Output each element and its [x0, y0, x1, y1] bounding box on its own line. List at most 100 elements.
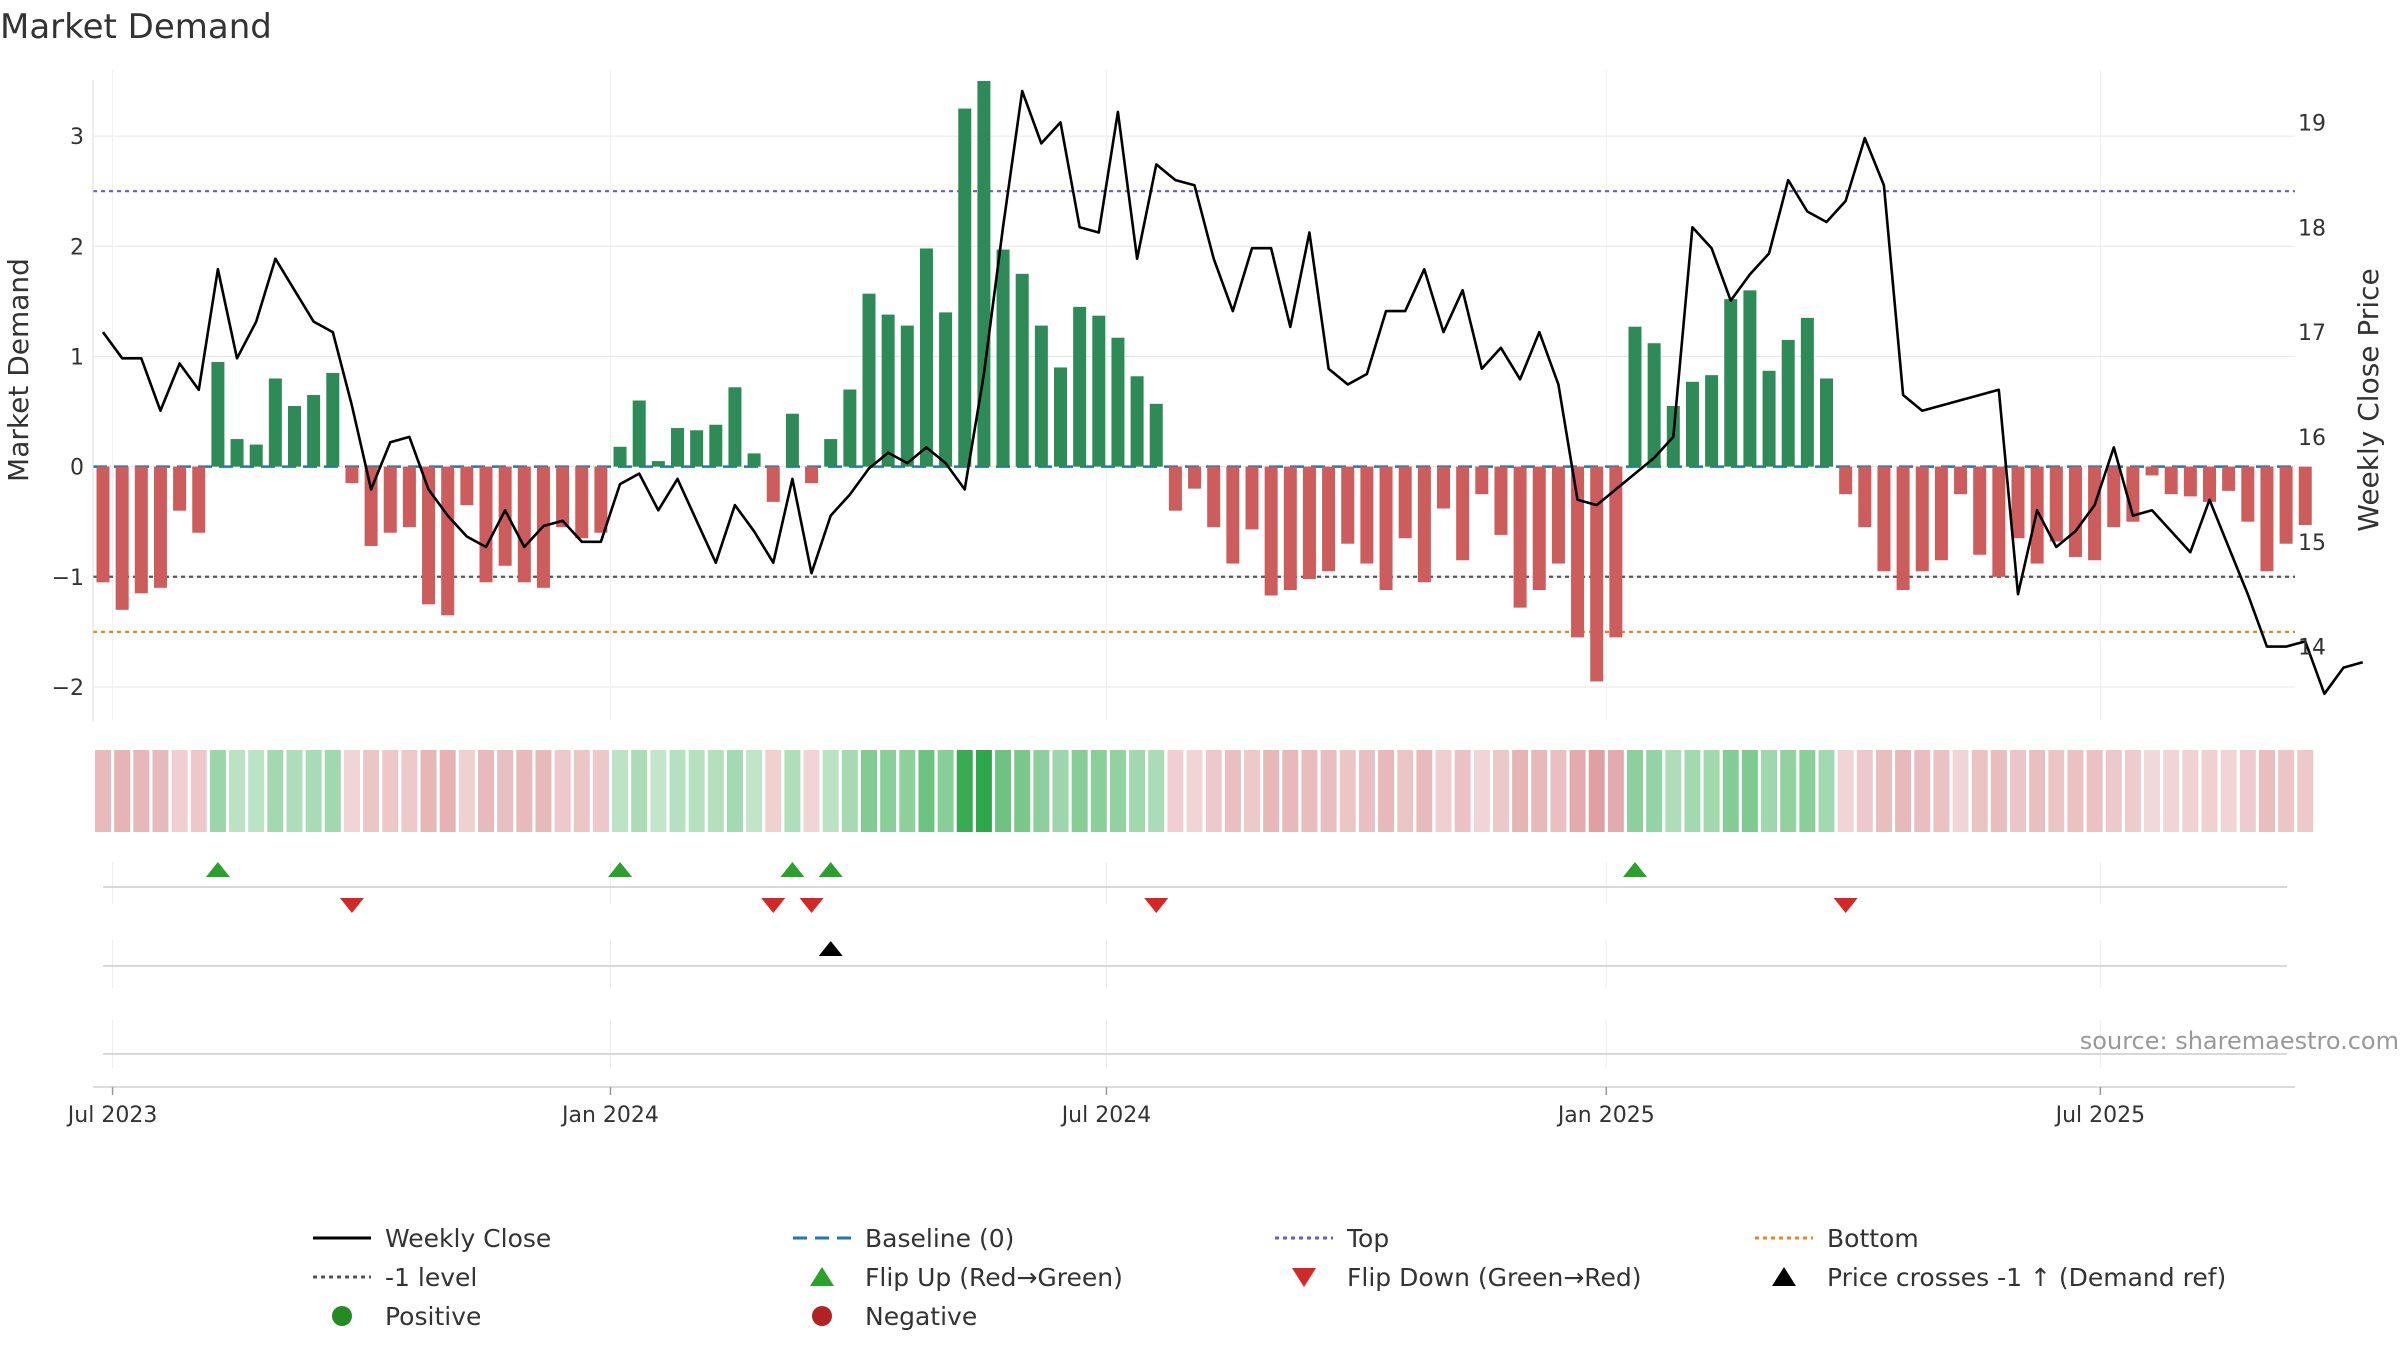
legend-label: Price crosses -1 ↑ (Demand ref)	[1827, 1263, 2226, 1292]
source-label: source: sharemaestro.com	[2080, 1027, 2399, 1055]
heat-cell	[995, 750, 1012, 832]
demand-bar	[958, 108, 972, 467]
heat-cell	[1933, 750, 1950, 832]
price-cross-marker	[818, 941, 843, 956]
heat-cell	[1416, 750, 1433, 832]
legend-symbol-triangle-up	[810, 1267, 834, 1286]
heat-cell	[1014, 750, 1031, 832]
heat-cell	[899, 750, 916, 832]
heat-cell	[2278, 750, 2295, 832]
demand-bar	[153, 466, 167, 588]
demand-bar	[192, 466, 206, 533]
heat-cell	[420, 750, 437, 832]
right-tick-label: 15	[2298, 531, 2326, 556]
heat-cell	[286, 750, 303, 832]
demand-bar	[1820, 378, 1833, 467]
heat-cell	[2220, 750, 2237, 832]
price-cross-panel	[103, 940, 2287, 988]
heat-cell	[1205, 750, 1222, 832]
demand-bar	[709, 424, 723, 467]
demand-bar	[1647, 343, 1661, 467]
heat-cell	[1607, 750, 1624, 832]
heat-cell	[841, 750, 858, 832]
demand-bar	[1494, 466, 1508, 535]
demand-bar	[422, 466, 436, 605]
demand-bar	[1590, 466, 1604, 682]
main-plot-grid	[93, 70, 2295, 720]
flip-up-marker	[818, 862, 843, 877]
legend-label: Weekly Close	[385, 1224, 551, 1253]
demand-bar	[1973, 466, 1987, 555]
demand-bar	[1915, 466, 1929, 572]
demand-bar	[2011, 466, 2025, 539]
heat-cell	[516, 750, 533, 832]
demand-bar	[441, 466, 455, 616]
demand-bar	[1954, 466, 1968, 495]
chart-title: Market Demand	[0, 7, 272, 47]
heat-cell	[1358, 750, 1375, 832]
heat-cell	[1952, 750, 1969, 832]
x-tick-label: Jan 2025	[1556, 1103, 1655, 1128]
heat-cell	[209, 750, 226, 832]
demand-bar	[1264, 466, 1278, 596]
demand-bar	[1781, 339, 1795, 467]
demand-bar	[1877, 466, 1891, 572]
heat-cell	[1971, 750, 1988, 832]
demand-bar	[671, 428, 684, 467]
demand-bar	[1858, 466, 1872, 528]
heat-cell	[1895, 750, 1912, 832]
heat-cell	[746, 750, 763, 832]
flip-up-marker	[205, 862, 230, 877]
left-tick-label: 0	[70, 456, 84, 481]
heat-cell	[1473, 750, 1490, 832]
heat-cell	[1875, 750, 1892, 832]
heat-cell	[2086, 750, 2103, 832]
left-tick-label: 2	[70, 235, 84, 260]
right-axis-title: Weekly Close Price	[2352, 268, 2385, 531]
legend-symbol-triangle-up	[1772, 1267, 1796, 1286]
heat-cell	[1109, 750, 1126, 832]
left-axis-title: Market Demand	[2, 258, 35, 482]
legend-item: Top	[1275, 1224, 1389, 1253]
demand-bar	[1015, 273, 1029, 467]
heat-cell	[1627, 750, 1643, 832]
demand-bar	[594, 466, 608, 533]
demand-bar	[1149, 403, 1163, 467]
demand-bar	[1513, 466, 1527, 608]
left-tick-label: −2	[52, 676, 84, 701]
heat-cell	[2182, 750, 2199, 832]
heat-cell	[1244, 750, 1260, 832]
heat-cell	[229, 750, 246, 832]
heat-cell	[1818, 750, 1835, 832]
demand-bar	[1705, 375, 1719, 467]
heat-cell	[612, 750, 629, 832]
demand-bar	[1685, 381, 1699, 467]
demand-bar	[2068, 466, 2082, 557]
flip-down-marker	[761, 898, 786, 913]
demand-bar	[1322, 466, 1336, 572]
heat-cell	[956, 750, 973, 832]
heat-cell	[554, 750, 571, 832]
heat-cell	[1186, 750, 1203, 832]
left-tick-label: 3	[70, 125, 84, 150]
demand-bar	[460, 466, 474, 506]
heat-cell	[2067, 750, 2084, 832]
heat-cell	[650, 750, 667, 832]
flip-up-marker	[608, 862, 633, 877]
heat-cell	[1071, 750, 1088, 832]
demand-bar	[939, 312, 953, 467]
heat-cell	[918, 750, 935, 832]
demand-bar	[2222, 466, 2236, 491]
demand-bar	[2183, 466, 2197, 497]
demand-bar	[785, 413, 799, 467]
demand-bar	[1207, 466, 1221, 528]
heat-cell	[2297, 750, 2314, 832]
demand-bar	[575, 466, 589, 539]
legend-label: Baseline (0)	[865, 1224, 1014, 1253]
heat-cell	[1741, 750, 1758, 832]
heat-cell	[267, 750, 284, 832]
demand-bar	[249, 444, 263, 467]
demand-bar	[2241, 466, 2255, 522]
demand-bar	[326, 372, 340, 467]
